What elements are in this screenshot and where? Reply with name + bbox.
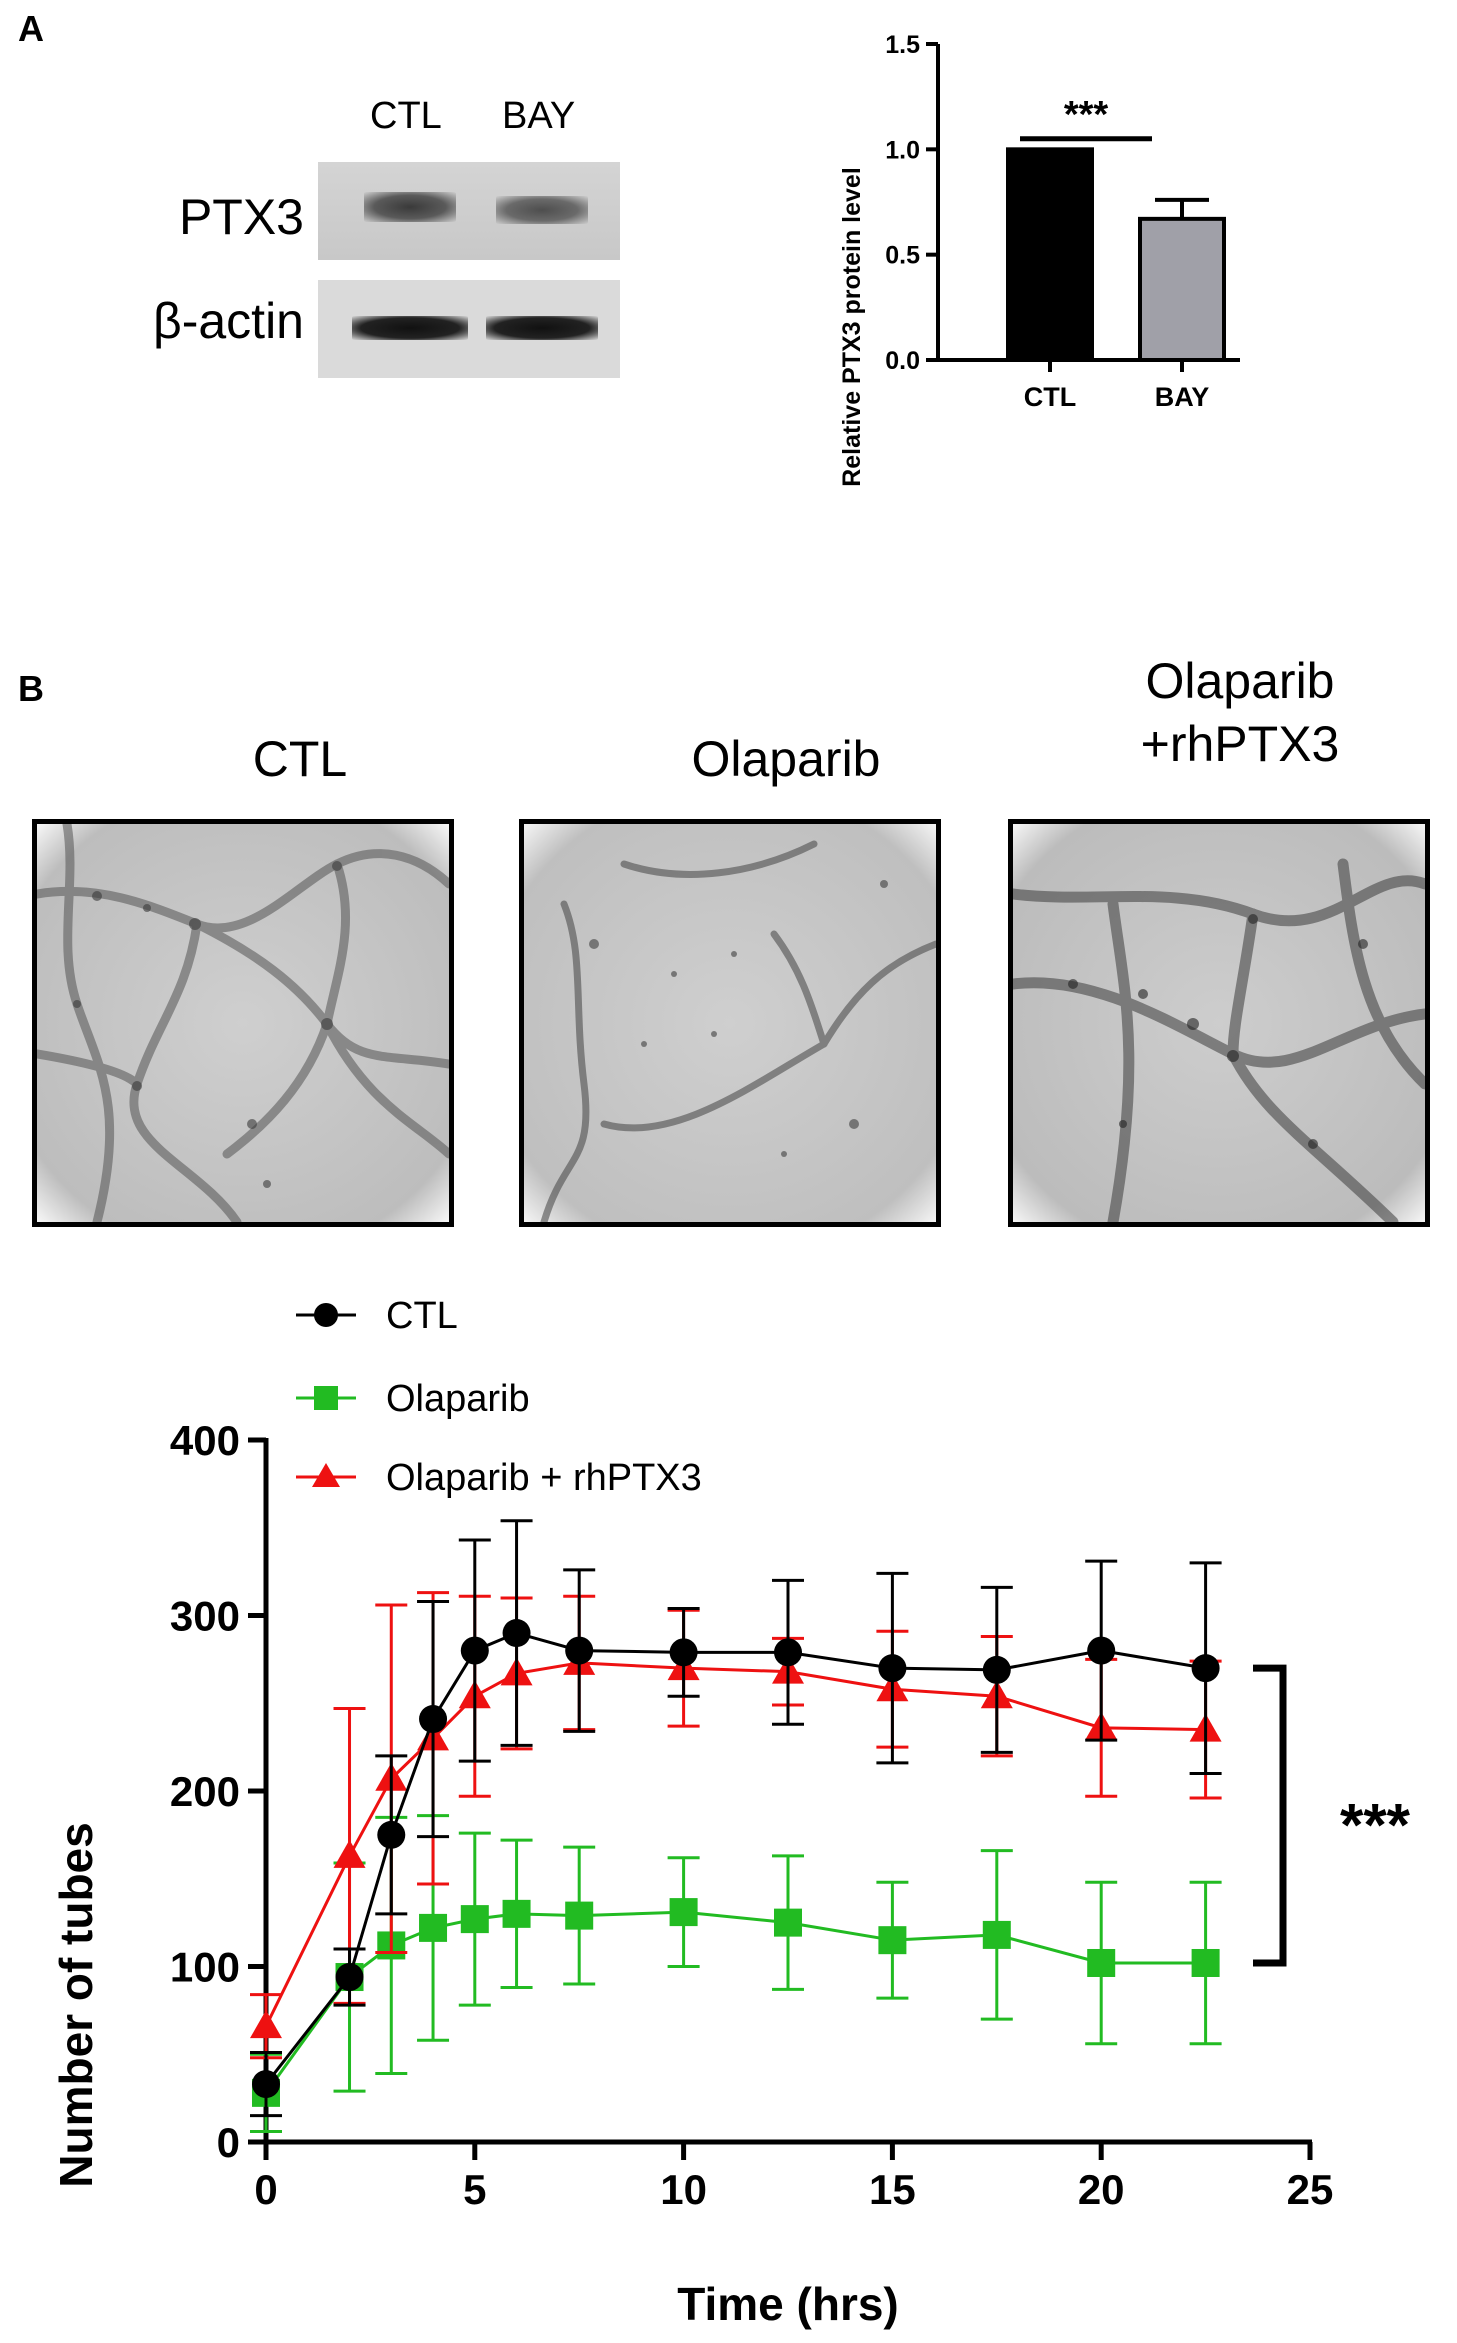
significance-bracket [1253, 1664, 1287, 1967]
blot-band-ctl-actin [352, 316, 468, 340]
line-chart-x-tick-label: 10 [660, 2166, 707, 2213]
blot-row-ptx3: PTX3 [178, 189, 304, 245]
line-chart-y-axis-label: Number of tubes [50, 1822, 102, 2187]
data-point-ctl [1191, 1654, 1220, 1683]
data-point-ctl [774, 1638, 802, 1667]
panel-label-a: A [18, 8, 44, 49]
legend-label-ctl: CTL [386, 1295, 458, 1337]
blot-column-bay: BAY [502, 95, 576, 137]
micrograph-ctl [32, 819, 454, 1227]
significance-label: *** [1340, 1792, 1411, 1859]
line-chart-x-tick-label: 0 [254, 2166, 277, 2213]
bar-significance-label: *** [1064, 94, 1109, 136]
panel-label-b: B [18, 668, 44, 709]
image-title-ctl: CTL [252, 731, 348, 787]
line-chart-x-tick-label: 5 [463, 2166, 486, 2213]
series-line-olaparib-rhptx3 [264, 1661, 1206, 2027]
tube-formation-line-chart: Number of tubes Time (hrs) CTL Olaparib Ol… [50, 1295, 1411, 2330]
blot-band-bay-ptx3 [496, 196, 588, 224]
bar-bay [1138, 216, 1226, 362]
data-point-olaparib [419, 1913, 448, 1942]
data-point-ctl [982, 1655, 1011, 1684]
data-point-ctl [565, 1636, 594, 1665]
data-point-ctl [1087, 1636, 1116, 1665]
legend-label-olaparib-rhptx3: Olaparib + rhPTX3 [386, 1457, 702, 1499]
data-point-ctl [335, 1963, 364, 1992]
blot-row-beta-actin: β-actin [152, 293, 304, 349]
data-point-olaparib [1087, 1948, 1116, 1977]
data-point-ctl [252, 2070, 280, 2099]
bar-chart-y-tick-label: 1.0 [885, 136, 920, 164]
data-point-ctl [878, 1654, 907, 1683]
bar-chart-x-tick-label: BAY [1155, 382, 1210, 412]
blot-column-ctl: CTL [370, 95, 442, 137]
line-chart-x-tick-label: 20 [1078, 2166, 1125, 2213]
legend-label-olaparib: Olaparib [386, 1378, 530, 1420]
western-blot-ptx3 [318, 162, 620, 260]
series-olaparib [250, 1814, 1222, 2133]
micrograph-olaparib [519, 819, 941, 1227]
data-point-olaparib [502, 1899, 531, 1928]
data-point-olaparib-rhptx3 [333, 1839, 366, 1868]
image-title-olaparib: Olaparib [691, 731, 881, 787]
data-point-ctl [502, 1619, 531, 1648]
data-point-olaparib [774, 1908, 802, 1937]
bar-ctl [1006, 147, 1094, 363]
data-point-olaparib-rhptx3 [250, 2010, 282, 2039]
data-point-ctl [669, 1638, 698, 1667]
ptx3-bar-chart: Relative PTX3 protein level 0.0 0.5 1.0 1.5… [838, 31, 1240, 487]
micrograph-olaparib-rhptx3 [1008, 819, 1430, 1227]
line-chart-x-tick-label: 25 [1287, 2166, 1334, 2213]
legend-marker-olaparib-rhptx3 [312, 1463, 340, 1487]
image-title-olaparib-rhptx3: Olaparib +rhPTX3 [1140, 653, 1340, 772]
bar-chart-y-tick-label: 0.0 [885, 347, 920, 375]
data-point-olaparib [669, 1898, 698, 1927]
line-chart-y-tick-label: 200 [170, 1768, 240, 1815]
bar-chart-y-tick-label: 0.5 [885, 242, 920, 270]
bar-chart-y-tick-label: 1.5 [885, 31, 920, 59]
legend-marker-ctl [314, 1303, 338, 1327]
line-chart-y-tick-label: 400 [170, 1417, 240, 1464]
series-line-ctl [264, 1631, 1206, 2086]
western-blot-beta-actin [318, 280, 620, 378]
series-line-olaparib [264, 1910, 1206, 2094]
line-chart-y-tick-label: 0 [217, 2119, 240, 2166]
data-point-ctl [377, 1820, 406, 1849]
data-point-ctl [419, 1705, 448, 1734]
line-chart-y-tick-label: 100 [170, 1944, 240, 1991]
data-point-olaparib [565, 1901, 594, 1930]
data-point-olaparib [982, 1920, 1011, 1949]
line-chart-x-axis-label: Time (hrs) [677, 2278, 899, 2330]
line-chart-x-tick-label: 15 [869, 2166, 916, 2213]
legend-marker-olaparib [314, 1386, 338, 1410]
line-chart-y-tick-label: 300 [170, 1593, 240, 1640]
series-ctl [250, 1519, 1222, 2118]
data-point-ctl [460, 1636, 489, 1665]
data-point-olaparib [878, 1926, 907, 1955]
blot-band-bay-actin [486, 316, 598, 340]
bar-chart-y-axis-label: Relative PTX3 protein level [838, 167, 866, 487]
data-point-olaparib [1191, 1948, 1220, 1977]
blot-band-ctl-ptx3 [364, 192, 456, 222]
bar-chart-x-tick-label: CTL [1024, 382, 1076, 412]
data-point-olaparib [460, 1905, 489, 1934]
